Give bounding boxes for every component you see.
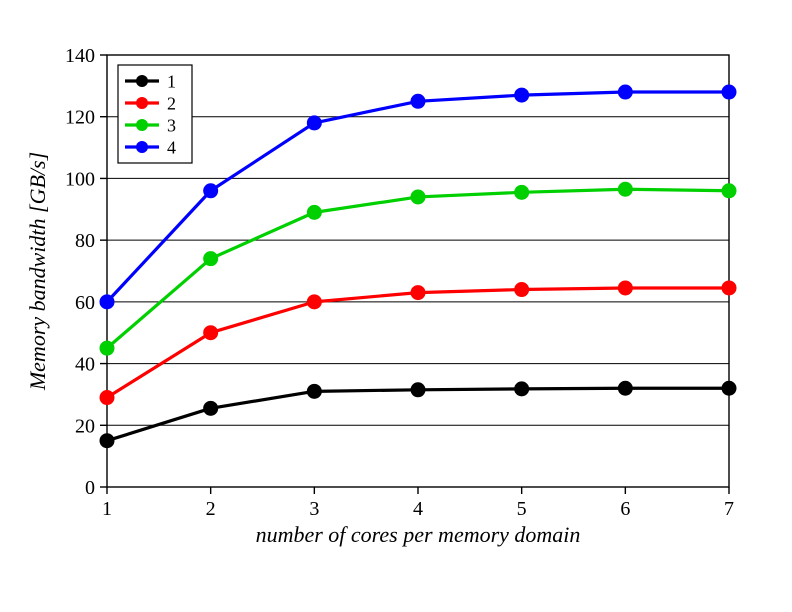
- x-tick-label: 6: [620, 498, 630, 520]
- series-marker: [515, 88, 529, 102]
- series-marker: [100, 434, 114, 448]
- legend-marker: [136, 141, 148, 153]
- y-axis-label: Memory bandwidth [GB/s]: [25, 152, 50, 391]
- series-marker: [204, 252, 218, 266]
- series-marker: [618, 182, 632, 196]
- legend-label: 3: [167, 115, 176, 135]
- series-marker: [204, 184, 218, 198]
- legend-marker: [136, 119, 148, 131]
- series-marker: [307, 384, 321, 398]
- x-axis-label: number of cores per memory domain: [256, 522, 581, 547]
- x-tick-label: 4: [413, 498, 423, 520]
- series-marker: [100, 341, 114, 355]
- y-tick-label: 140: [65, 45, 95, 67]
- legend-marker: [136, 97, 148, 109]
- series-marker: [411, 94, 425, 108]
- x-tick-label: 5: [517, 498, 527, 520]
- series-marker: [100, 391, 114, 405]
- series-marker: [618, 85, 632, 99]
- series-marker: [307, 116, 321, 130]
- y-tick-label: 0: [85, 477, 95, 499]
- chart-svg: 1234567020406080100120140number of cores…: [0, 0, 792, 612]
- series-marker: [515, 185, 529, 199]
- series-marker: [411, 286, 425, 300]
- series-marker: [204, 401, 218, 415]
- series-marker: [722, 381, 736, 395]
- y-tick-label: 40: [75, 354, 95, 376]
- bandwidth-chart: 1234567020406080100120140number of cores…: [0, 0, 792, 612]
- series-marker: [722, 281, 736, 295]
- legend-label: 4: [167, 137, 176, 157]
- y-tick-label: 20: [75, 415, 95, 437]
- series-marker: [515, 382, 529, 396]
- x-tick-label: 3: [309, 498, 319, 520]
- x-tick-label: 1: [102, 498, 112, 520]
- y-tick-label: 120: [65, 107, 95, 129]
- series-marker: [411, 190, 425, 204]
- y-tick-label: 60: [75, 292, 95, 314]
- series-marker: [411, 383, 425, 397]
- legend-label: 1: [167, 71, 176, 91]
- y-tick-label: 100: [65, 168, 95, 190]
- y-tick-label: 80: [75, 230, 95, 252]
- series-marker: [307, 205, 321, 219]
- legend-marker: [136, 75, 148, 87]
- x-tick-label: 2: [206, 498, 216, 520]
- series-marker: [618, 381, 632, 395]
- series-marker: [100, 295, 114, 309]
- series-marker: [722, 184, 736, 198]
- legend-label: 2: [167, 93, 176, 113]
- series-marker: [618, 281, 632, 295]
- series-marker: [204, 326, 218, 340]
- series-marker: [307, 295, 321, 309]
- series-marker: [515, 283, 529, 297]
- x-tick-label: 7: [724, 498, 734, 520]
- series-marker: [722, 85, 736, 99]
